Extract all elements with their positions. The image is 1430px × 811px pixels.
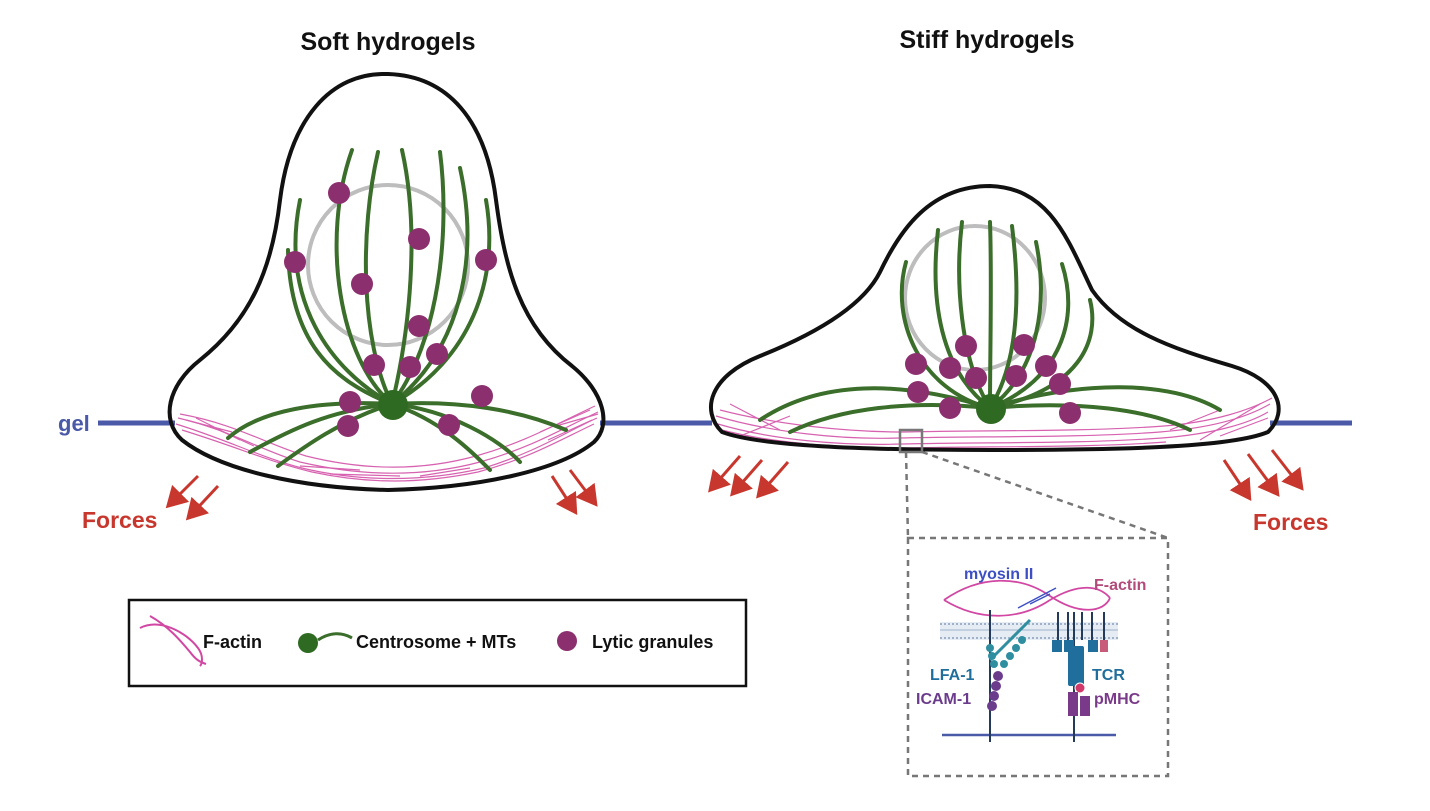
gel-label: gel: [58, 411, 90, 436]
stiff-cell-force-arrows: [708, 449, 1304, 501]
legend-frame: [127, 598, 748, 688]
forces-label-right: Forces: [1253, 509, 1328, 535]
stiff-cell: [709, 183, 1281, 454]
soft-cell-actin-cortex: [175, 405, 599, 482]
stiff-hydrogels-title: Stiff hydrogels: [899, 26, 1074, 54]
legend-centrosome-icon: [298, 632, 353, 653]
inset-lfa1-label: LFA-1: [930, 667, 975, 684]
inset-f-actin-label: F-actin: [1094, 577, 1146, 594]
legend: F-actin Centrosome + MTs Lytic granules: [127, 598, 748, 688]
stiff-cell-centrosome: [976, 394, 1006, 424]
inset-pmhc-label: pMHC: [1094, 691, 1141, 708]
soft-cell-centrosome: [378, 390, 408, 420]
inset-myosin-label: myosin II: [964, 566, 1033, 583]
stiff-cell-lytic-granules: [905, 334, 1081, 424]
soft-cell-nucleus: [306, 183, 470, 347]
legend-centrosome-label: Centrosome + MTs: [356, 632, 516, 652]
soft-hydrogels-title: Soft hydrogels: [300, 28, 475, 56]
inset-tcr-pmhc-complex: [1052, 612, 1108, 742]
inset-myosin-ii: [1017, 587, 1057, 609]
inset-f-actin: [943, 579, 1111, 617]
inset-icam1-label: ICAM-1: [916, 691, 971, 708]
forces-label-left: Forces: [82, 507, 157, 533]
stiff-cell-microtubules: [758, 220, 1222, 434]
legend-f-actin-label: F-actin: [203, 632, 262, 652]
legend-granule-icon: [557, 631, 577, 651]
soft-cell-membrane: [167, 71, 606, 493]
zoom-connector-lines: [904, 450, 1169, 540]
stiff-cell-membrane: [709, 183, 1281, 453]
legend-f-actin-icon: [139, 615, 207, 667]
inset-frame: [906, 536, 1170, 778]
inset-tcr-label: TCR: [1092, 667, 1125, 684]
soft-cell: [167, 71, 606, 493]
synapse-inset: myosin II F-actin LFA-1 ICAM-1 TCR pMHC: [906, 536, 1170, 778]
soft-cell-force-arrows: [165, 469, 598, 521]
soft-cell-lytic-granules: [284, 182, 497, 437]
zoom-region-box: [898, 428, 924, 454]
inset-lfa1-icam1-complex: [986, 610, 1032, 742]
legend-granules-label: Lytic granules: [592, 632, 713, 652]
